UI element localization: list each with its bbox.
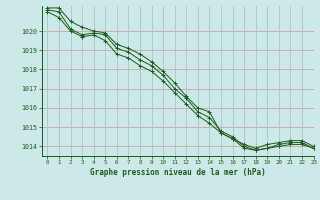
X-axis label: Graphe pression niveau de la mer (hPa): Graphe pression niveau de la mer (hPa) — [90, 168, 266, 177]
